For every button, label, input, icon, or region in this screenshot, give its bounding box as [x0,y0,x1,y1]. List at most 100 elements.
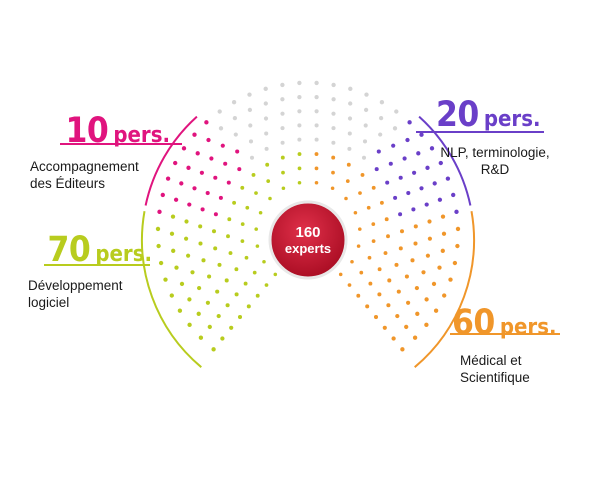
medical-description: Médical et Scientifique [460,353,530,385]
person-icon [343,0,348,201]
person-icon [404,0,410,143]
person-icon [216,0,222,115]
person-icon [346,0,352,152]
person-icon [399,0,405,353]
person-icon [378,0,384,121]
person-icon [437,0,443,166]
person-icon [215,0,221,319]
person-icon [330,0,336,88]
person-icon [216,0,222,268]
person-icon [313,0,319,171]
person-icon [375,0,381,155]
person-icon [233,0,239,272]
person-icon [453,0,459,215]
person-icon [450,0,456,198]
person-icon [330,0,336,161]
person-icon [203,0,209,126]
person-icon [296,0,302,86]
person-icon [178,0,185,287]
person-icon [250,0,256,178]
person-icon [352,0,358,216]
person-icon [313,0,319,114]
person-icon [357,0,362,196]
dev-description: Développement logiciel [28,278,123,310]
center-label: experts [285,241,331,256]
person-icon [239,0,245,191]
person-icon [191,0,197,191]
person-icon [362,0,368,145]
person-icon [262,0,268,92]
person-icon [330,0,335,191]
person-icon [296,0,302,157]
person-icon [168,0,175,237]
person-icon [252,0,257,276]
person-icon [392,0,398,201]
person-icon [387,0,393,167]
center-count: 160 [295,224,320,241]
nlp-underline [416,131,544,133]
person-icon [185,0,191,259]
person-icon [158,0,164,266]
person-icon [168,0,174,299]
person-icon [296,0,302,143]
person-icon [280,0,286,191]
medical-count: 60 pers. [452,303,557,343]
person-icon [364,0,370,309]
person-icon [232,0,238,138]
person-icon [198,0,204,176]
center-badge [268,200,348,280]
person-icon [226,0,232,222]
person-icon [185,0,191,171]
person-icon [225,0,231,186]
person-icon [390,0,396,149]
person-icon [169,0,176,220]
person-icon [394,0,400,319]
person-icon [412,0,418,230]
person-icon [414,0,420,317]
label-nlp: 20 pers. NLP, terminologie, R&D [436,97,570,178]
person-icon [279,0,285,117]
person-icon [205,0,211,143]
person-icon [280,0,285,161]
person-icon [399,0,405,234]
person-icon [423,0,429,303]
person-icon [454,0,460,249]
person-icon [245,0,251,309]
person-icon [224,0,230,308]
medical-underline [450,333,560,335]
person-icon [378,0,385,106]
person-icon [214,0,220,295]
person-icon [440,0,447,237]
person-icon [420,0,426,275]
person-icon [401,0,407,162]
person-icon [186,0,192,208]
person-icon [204,0,210,306]
person-icon [213,0,218,217]
person-icon [253,0,258,196]
person-icon [231,0,237,106]
person-icon [189,0,195,275]
person-icon [346,0,351,168]
person-icon [366,0,371,211]
person-icon [191,0,197,138]
person-icon [200,0,206,263]
person-icon [218,0,223,201]
person-icon [280,0,285,176]
person-icon [279,0,285,88]
person-icon [405,0,411,306]
person-icon [411,0,417,176]
person-icon [254,0,260,299]
person-icon [403,0,409,330]
label-medical: 60 pers. Médical et Scientifique [452,305,557,386]
person-icon [272,0,278,277]
person-icon [405,0,411,196]
person-icon [347,0,353,92]
medical-arc [414,211,476,368]
person-icon [267,0,272,201]
person-icon [261,0,266,265]
person-icon [237,0,243,320]
person-icon [236,0,242,172]
person-icon [383,0,389,222]
person-icon [196,0,202,291]
person-icon [183,0,189,225]
